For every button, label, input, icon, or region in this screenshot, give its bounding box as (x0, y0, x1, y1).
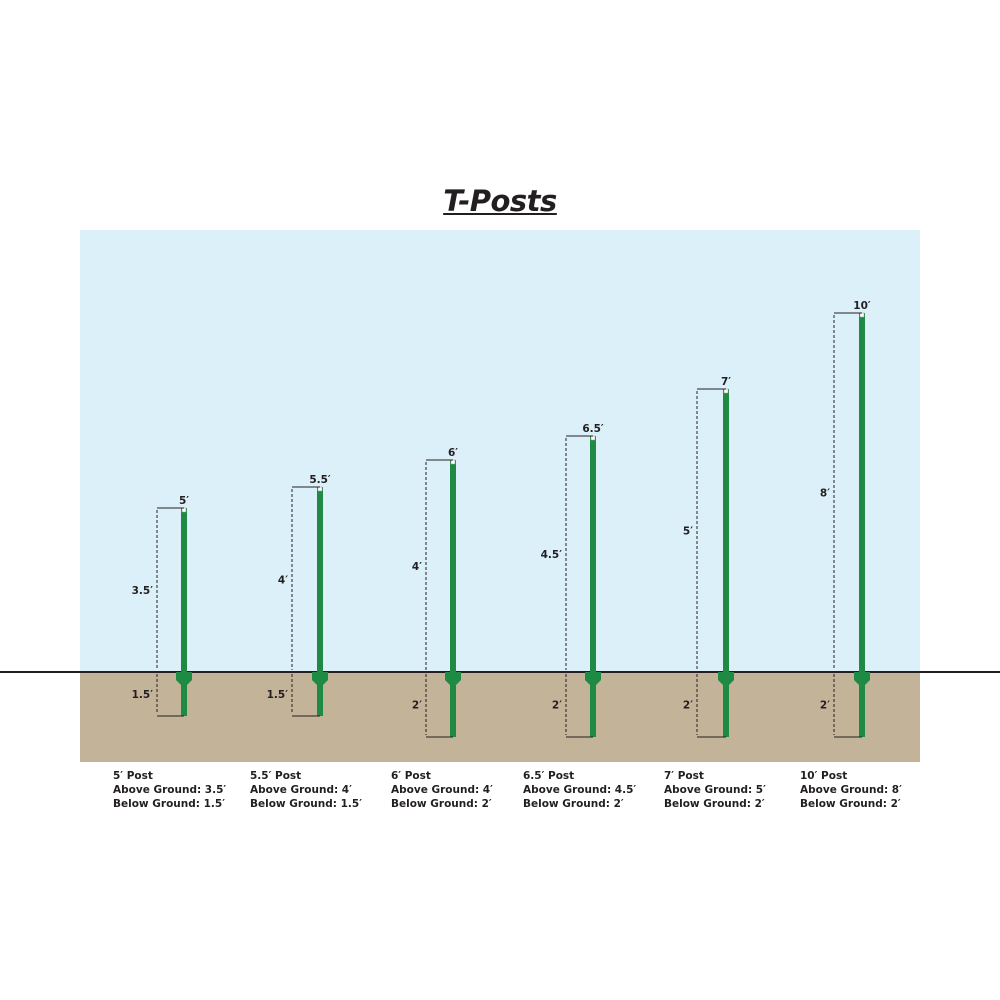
post-caption: 5.5′ Post Above Ground: 4′ Below Ground: 1… (250, 769, 362, 811)
post-5: 7′ 5′ 2′ (683, 376, 734, 738)
post-2: 5.5′ 4′ 1.5′ (267, 474, 331, 717)
post-caption: 7′ Post Above Ground: 5′ Below Ground: 2′ (664, 769, 766, 811)
caption-name: 6.5′ Post (523, 770, 575, 782)
length-label: 10′ (853, 300, 871, 312)
length-label: 6′ (448, 447, 458, 459)
caption-above-text: Above Ground: 5′ (664, 784, 766, 796)
caption-above-text: Above Ground: 4′ (250, 784, 352, 796)
caption-name: 7′ Post (664, 770, 704, 782)
post-bar (181, 508, 187, 716)
length-label: 5′ (179, 495, 189, 507)
post-3: 6′ 4′ 2′ (412, 447, 461, 738)
caption-above-text: Above Ground: 8′ (800, 784, 902, 796)
sky (80, 230, 920, 672)
diagram-title: T-Posts (443, 184, 557, 218)
below-label: 2′ (820, 700, 830, 712)
length-label: 7′ (721, 376, 731, 388)
below-label: 2′ (412, 700, 422, 712)
post-1: 5′ 3.5′ 1.5′ (132, 495, 192, 717)
above-label: 3.5′ (132, 585, 154, 597)
post-bar (590, 436, 596, 737)
post-caption: 6′ Post Above Ground: 4′ Below Ground: 2′ (391, 769, 493, 811)
post-bar (317, 487, 323, 716)
anchor-plate (445, 672, 461, 685)
post-cap (590, 435, 596, 441)
post-caption: 5′ Post Above Ground: 3.5′ Below Ground: 1… (113, 769, 226, 811)
above-label: 4.5′ (541, 549, 563, 561)
post-cap (181, 507, 187, 513)
above-label: 8′ (820, 488, 830, 500)
caption-below-text: Below Ground: 2′ (664, 798, 765, 810)
post-caption: 6.5′ Post Above Ground: 4.5′ Below Ground:… (523, 769, 636, 811)
anchor-plate (854, 672, 870, 685)
caption-below-text: Below Ground: 2′ (391, 798, 492, 810)
length-label: 5.5′ (309, 474, 331, 486)
length-label: 6.5′ (582, 423, 604, 435)
anchor-plate (312, 672, 328, 685)
ground (80, 672, 920, 762)
caption-name: 10′ Post (800, 770, 848, 782)
caption-below-text: Below Ground: 1.5′ (250, 798, 362, 810)
post-cap (450, 459, 456, 465)
caption-below-text: Below Ground: 1.5′ (113, 798, 225, 810)
below-label: 1.5′ (267, 689, 289, 701)
caption-name: 6′ Post (391, 770, 431, 782)
above-label: 4′ (278, 575, 288, 587)
post-cap (723, 388, 729, 394)
anchor-plate (718, 672, 734, 685)
post-cap (317, 486, 323, 492)
caption-below-text: Below Ground: 2′ (800, 798, 901, 810)
above-label: 4′ (412, 561, 422, 573)
caption-above-text: Above Ground: 3.5′ (113, 784, 227, 796)
post-bar (859, 313, 865, 737)
above-label: 5′ (683, 526, 693, 538)
below-label: 2′ (683, 700, 693, 712)
below-label: 2′ (552, 700, 562, 712)
below-label: 1.5′ (132, 689, 154, 701)
post-bar (450, 460, 456, 737)
post-caption: 10′ Post Above Ground: 8′ Below Ground: 2′ (800, 769, 902, 811)
anchor-plate (176, 672, 192, 685)
anchor-plate (585, 672, 601, 685)
post-4: 6.5′ 4.5′ 2′ (541, 423, 604, 738)
caption-above-text: Above Ground: 4.5′ (523, 784, 637, 796)
caption-below-text: Below Ground: 2′ (523, 798, 624, 810)
post-bar (723, 389, 729, 737)
caption-above-text: Above Ground: 4′ (391, 784, 493, 796)
caption-name: 5′ Post (113, 770, 153, 782)
post-6: 10′ 8′ 2′ (820, 300, 871, 738)
post-cap (859, 312, 865, 318)
caption-name: 5.5′ Post (250, 770, 302, 782)
